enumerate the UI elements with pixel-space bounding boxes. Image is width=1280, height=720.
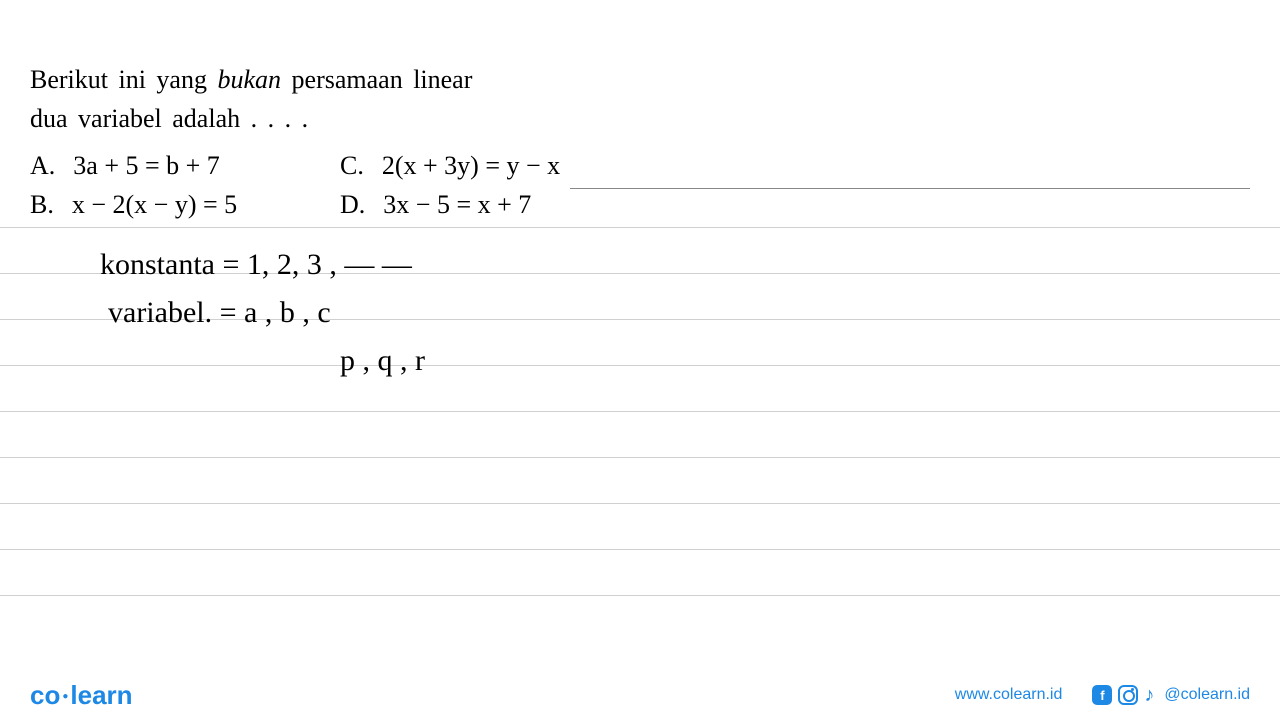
social-icons: f ♪ @colearn.id [1092, 684, 1250, 707]
handwriting-line-2: variabel. = a , b , c [108, 296, 331, 330]
ruled-line [0, 458, 1280, 504]
option-row-1: A. 3a + 5 = b + 7 C. 2(x + 3y) = y − x [30, 146, 1250, 185]
logo-part2: learn [70, 680, 132, 710]
strike-line [570, 188, 1250, 189]
ruled-line [0, 550, 1280, 596]
website-url: www.colearn.id [955, 686, 1063, 704]
option-c: C. 2(x + 3y) = y − x [340, 146, 560, 185]
ruled-line [0, 200, 1280, 228]
content-area: Berikut ini yang bukan persamaan linear … [0, 0, 1280, 224]
footer: co●learn www.colearn.id f ♪ @colearn.id [0, 670, 1280, 720]
ruled-line [0, 412, 1280, 458]
option-a-text: 3a + 5 = b + 7 [73, 146, 220, 185]
option-a-label: A. [30, 146, 55, 185]
question-line-2: dua variabel adalah . . . . [30, 99, 1250, 138]
question-text-2: persamaan linear [281, 65, 472, 94]
logo-part1: co [30, 680, 60, 710]
logo: co●learn [30, 680, 133, 711]
option-a: A. 3a + 5 = b + 7 [30, 146, 330, 185]
question-italic: bukan [217, 65, 281, 94]
ruled-line [0, 366, 1280, 412]
option-c-text: 2(x + 3y) = y − x [382, 146, 560, 185]
question-line-1: Berikut ini yang bukan persamaan linear [30, 60, 1250, 99]
facebook-icon: f [1092, 685, 1112, 705]
question-text-1: Berikut ini yang [30, 65, 217, 94]
footer-right: www.colearn.id f ♪ @colearn.id [955, 684, 1250, 707]
instagram-icon [1118, 685, 1138, 705]
handwriting-line-1: konstanta = 1, 2, 3 , — — [100, 248, 412, 282]
social-handle: @colearn.id [1164, 686, 1250, 704]
option-c-label: C. [340, 146, 364, 185]
ruled-line [0, 504, 1280, 550]
logo-dot-icon: ● [62, 691, 68, 702]
tiktok-icon: ♪ [1144, 684, 1154, 707]
handwriting-line-3: p , q , r [340, 344, 425, 378]
